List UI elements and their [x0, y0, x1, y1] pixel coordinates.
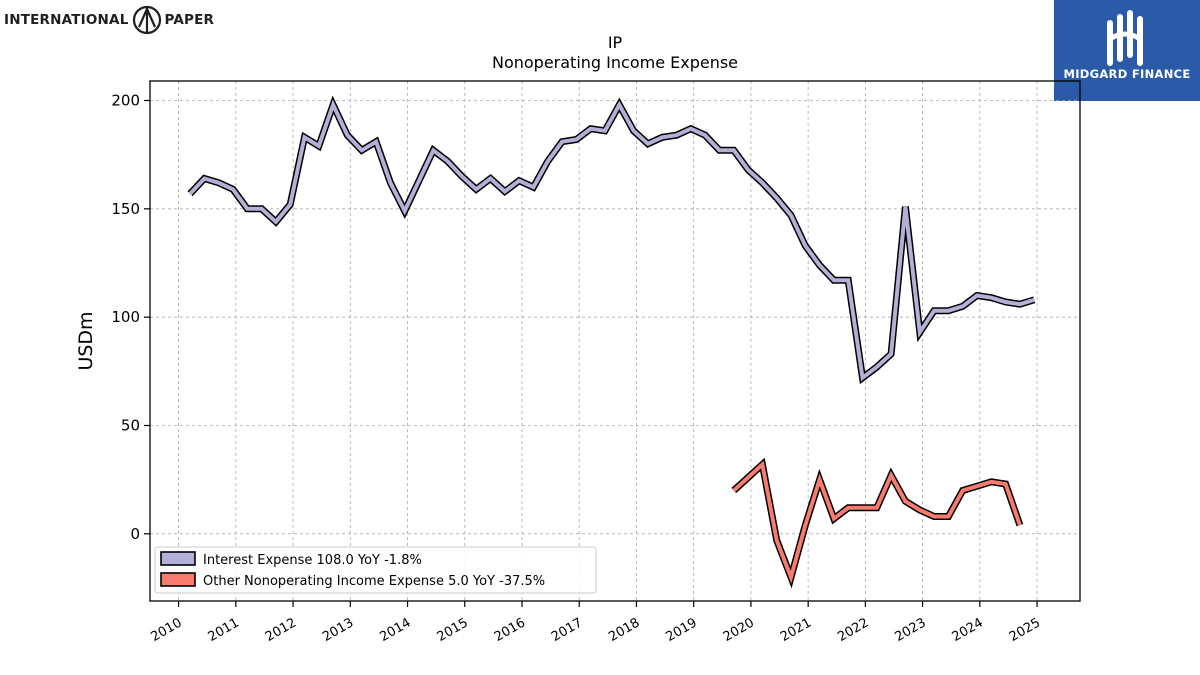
y-tick-label: 200	[111, 92, 140, 110]
y-tick-label: 50	[121, 417, 140, 435]
x-tick-label: 2021	[778, 615, 814, 645]
x-tick-label: 2023	[892, 615, 928, 645]
legend-label-interest-expense: Interest Expense 108.0 YoY -1.8%	[203, 553, 422, 568]
x-tick-label: 2025	[1007, 615, 1043, 645]
logo-text-international: INTERNATIONAL	[4, 12, 129, 28]
x-tick-label: 2013	[320, 615, 356, 645]
grid	[150, 81, 1080, 601]
x-tick-label: 2020	[721, 615, 757, 645]
legend-box	[154, 546, 597, 594]
legend-label-other-nonoperating: Other Nonoperating Income Expense 5.0 Yo…	[203, 574, 545, 589]
x-tick-label: 2016	[492, 615, 528, 645]
x-tick-label: 2011	[206, 615, 242, 645]
plot-frame	[149, 80, 1081, 602]
x-axis-ticks: 2010 2011 2012 2013 2014 2015 2016 2017 2018 2019…	[148, 601, 1043, 645]
legend-swatch-interest-expense	[160, 551, 196, 566]
chart-title: IP	[608, 33, 623, 52]
x-tick-label: 2022	[835, 615, 871, 645]
x-tick-label: 2024	[950, 615, 986, 645]
y-axis-ticks: 0 50 100 150 200	[111, 92, 150, 543]
chart-subtitle: Nonoperating Income Expense	[492, 53, 738, 72]
series-lines	[187, 95, 1036, 589]
y-tick-label: 0	[130, 525, 140, 543]
y-axis-label: USDm	[75, 311, 97, 370]
x-tick-label: 2010	[148, 615, 184, 645]
legend: Interest Expense 108.0 YoY -1.8% Other N…	[154, 546, 597, 594]
x-tick-label: 2017	[549, 615, 585, 645]
logo-text-midgard: MIDGARD FINANCE	[1063, 67, 1191, 81]
legend-swatch-other-nonoperating	[160, 572, 196, 587]
series-line-other-nonoperating-income-expense	[732, 460, 1022, 584]
x-tick-label: 2015	[435, 615, 471, 645]
midgard-finance-logo: MIDGARD FINANCE	[1054, 0, 1200, 101]
x-tick-label: 2018	[606, 615, 642, 645]
y-tick-label: 150	[111, 200, 140, 218]
logo-text-paper: PAPER	[164, 12, 215, 28]
international-paper-logo: INTERNATIONAL PAPER	[4, 4, 214, 36]
series-line-interest-expense	[188, 99, 1035, 382]
y-tick-label: 100	[111, 308, 140, 326]
x-tick-label: 2012	[263, 615, 299, 645]
midgard-mark-icon	[1107, 10, 1143, 66]
ip-tree-icon	[132, 5, 161, 35]
x-tick-label: 2019	[664, 615, 700, 645]
series-outline-other-nonoperating-income-expense	[731, 457, 1024, 589]
x-tick-label: 2014	[377, 615, 413, 645]
